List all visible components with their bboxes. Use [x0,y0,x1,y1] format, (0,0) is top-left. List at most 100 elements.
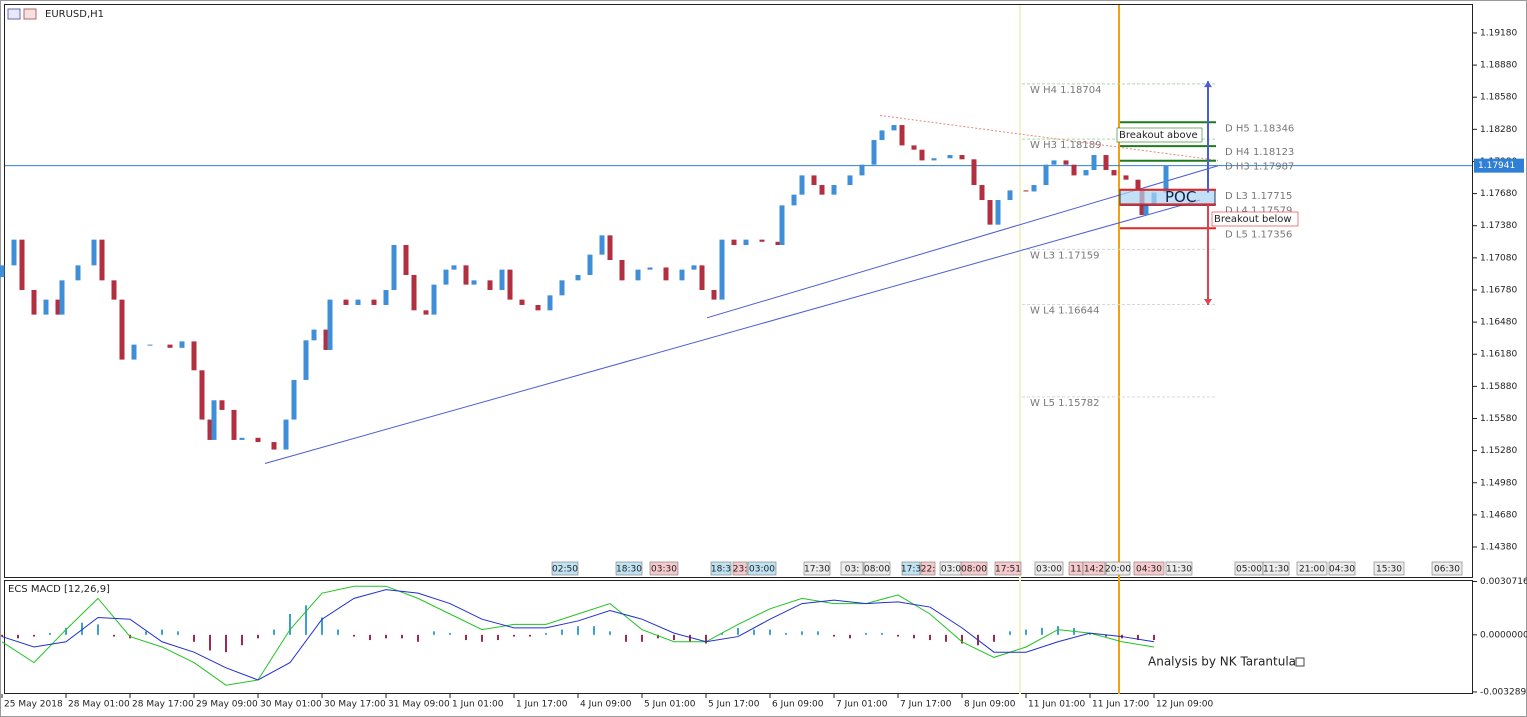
histogram-bar [897,634,899,637]
candle [1023,190,1029,192]
session-label: 11 [1070,565,1081,575]
candle [607,235,613,260]
histogram-bar [929,634,931,641]
annotation: Breakout below [1214,214,1292,225]
candle [1063,160,1069,165]
candle [791,194,797,206]
y-tick-label: 1.14380 [1480,543,1517,553]
y-tick-label: 1.16780 [1480,285,1517,295]
histogram-bar [385,634,387,639]
candle [91,239,97,266]
candle [547,295,553,311]
histogram-bar [33,634,35,637]
histogram-bar [817,631,819,635]
candle [575,274,581,281]
histogram-bar [737,627,739,635]
histogram-bar [849,634,851,639]
histogram-bar [273,629,275,635]
session-label: 11:30 [1263,565,1289,575]
session-label: 18:3 [711,565,731,575]
session-box [1165,561,1193,576]
candle [899,125,905,146]
histogram-bar [353,634,355,637]
candle [759,239,765,242]
session-label: 23: [733,565,747,575]
session-box [863,561,891,576]
candle [19,239,25,290]
session-label: 08:00 [864,565,890,575]
candle [371,299,377,305]
weekly-level-label: W H3 1.18189 [1030,140,1101,151]
trendline [264,199,1201,464]
candle [663,267,669,281]
price-pane [4,4,1473,578]
histogram-bar [1153,634,1155,641]
candle [323,329,329,350]
candle [743,239,749,246]
session-box [747,561,777,576]
y-tick-label: -0.0032893 [1480,687,1527,697]
candle [1103,155,1109,171]
histogram-bar [1137,634,1139,641]
session-label: 18:30 [616,565,642,575]
histogram-bar [625,634,627,642]
candle [487,280,493,290]
x-tick-label: 28 May 17:00 [132,700,194,710]
histogram-bar [305,605,307,635]
session-label: 21:00 [1299,565,1325,575]
histogram-bar [801,631,803,635]
histogram-bar [945,634,947,642]
candle [1135,179,1141,191]
candle [871,140,877,165]
candle [471,280,477,285]
session-box [901,561,921,576]
y-tick-label: 1.17680 [1480,189,1517,199]
histogram-bar [1105,634,1107,637]
session-label: 03: [845,565,859,575]
histogram-bar [753,629,755,635]
candle [499,269,505,290]
session-box [920,561,936,576]
y-tick-label: 1.15580 [1480,414,1517,424]
session-box [1105,561,1131,576]
session-box [615,561,643,576]
candle [831,185,837,195]
candle [255,437,261,443]
histogram-bar [497,634,499,641]
histogram-bar [641,634,643,642]
candle [463,265,469,285]
macd-title: ECS MACD [12,26,9] [8,584,110,595]
candle [719,239,725,300]
candle [131,344,137,360]
weekly-level-label: W L4 1.16644 [1030,306,1100,317]
session-box [1082,561,1106,576]
histogram-bar [401,634,403,639]
candle [451,265,457,270]
y-tick-label: 1.15880 [1480,382,1517,392]
candle [311,329,317,341]
session-box [1328,561,1356,576]
candle [55,299,61,315]
histogram-bar [161,629,163,635]
daily-level-label: D H4 1.18123 [1225,147,1294,158]
x-tick-label: 30 May 01:00 [260,700,322,710]
candle [779,205,785,246]
candle [1007,190,1013,201]
candle [199,370,205,420]
candle [731,239,737,246]
candle [403,245,409,275]
session-label: 06:30 [1434,565,1460,575]
session-label: 08:00 [961,565,987,575]
y-tick-label: 0.0030716 [1480,577,1527,587]
x-tick-label: 29 May 09:00 [196,700,258,710]
candle [111,280,117,300]
candle [699,265,705,290]
y-tick-label: 1.18880 [1480,61,1517,71]
y-tick-label: 1.18580 [1480,93,1517,103]
symbol-icon [7,8,21,20]
candle [995,200,1001,225]
candle [911,145,917,150]
footer-icon [1295,657,1305,667]
session-label: 04:30 [1329,565,1355,575]
